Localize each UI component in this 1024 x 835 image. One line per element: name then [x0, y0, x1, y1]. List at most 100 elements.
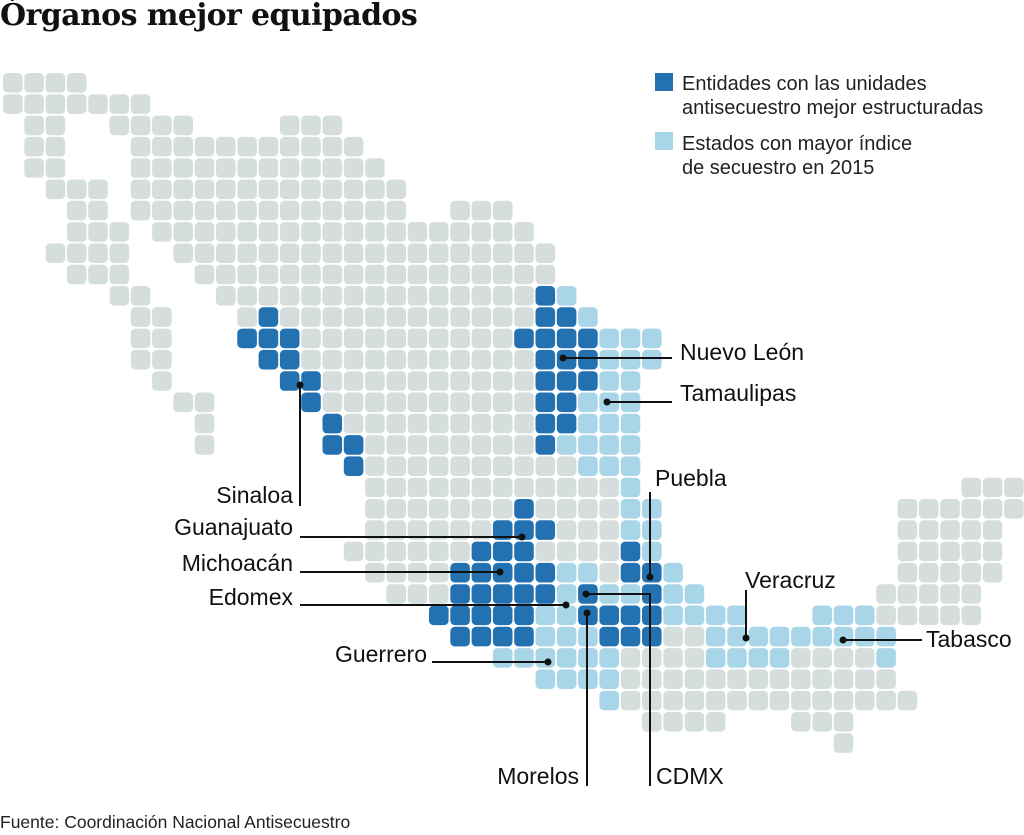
base-tile: [45, 115, 66, 136]
base-tile: [109, 243, 130, 263]
base-tile: [748, 669, 769, 689]
base-tile: [258, 264, 279, 285]
high-kidnapping-tile: [748, 648, 769, 668]
base-tile: [855, 669, 875, 689]
best-units-tile: [471, 626, 492, 647]
label-cdmx: CDMX: [656, 763, 724, 789]
base-tile: [450, 349, 470, 370]
high-kidnapping-tile: [620, 371, 641, 391]
best-units-tile: [642, 584, 662, 604]
high-kidnapping-tile: [599, 669, 619, 689]
base-tile: [279, 158, 300, 178]
dot-michoacan: [496, 568, 504, 576]
base-tile: [897, 499, 918, 519]
base-tile: [471, 307, 492, 327]
base-tile: [386, 200, 406, 221]
base-tile: [705, 669, 726, 689]
base-tile: [66, 73, 87, 93]
high-kidnapping-tile: [599, 648, 619, 668]
base-tile: [961, 541, 982, 562]
base-tile: [982, 520, 1003, 540]
base-tile: [365, 456, 385, 476]
base-tile: [642, 669, 662, 689]
base-tile: [322, 222, 343, 242]
base-tile: [961, 605, 982, 626]
base-tile: [194, 179, 215, 200]
base-tile: [429, 499, 449, 519]
base-tile: [599, 562, 619, 583]
high-kidnapping-tile: [876, 626, 896, 647]
base-tile: [322, 307, 343, 327]
base-tile: [365, 541, 385, 562]
base-tile: [450, 307, 470, 327]
base-tile: [194, 392, 215, 413]
base-tile: [343, 286, 364, 306]
label-sinaloa: Sinaloa: [216, 482, 293, 508]
base-tile: [24, 158, 44, 178]
base-tile: [833, 690, 854, 711]
base-tile: [365, 222, 385, 242]
base-tile: [450, 456, 470, 476]
base-tile: [748, 690, 769, 711]
dot-nuevo-leon: [559, 354, 567, 362]
high-kidnapping-tile: [556, 584, 577, 604]
best-units-tile: [471, 541, 492, 562]
best-units-tile: [578, 349, 598, 370]
base-tile: [578, 541, 598, 562]
base-tile: [471, 243, 492, 263]
base-tile: [365, 477, 385, 498]
source-note: Fuente: Coordinación Nacional Antisecues…: [0, 812, 350, 832]
base-tile: [407, 286, 428, 306]
base-tile: [429, 264, 449, 285]
base-tile: [407, 584, 428, 604]
best-units-tile: [642, 626, 662, 647]
best-units-tile: [258, 349, 279, 370]
base-tile: [130, 136, 151, 157]
high-kidnapping-tile: [599, 690, 619, 711]
base-tile: [322, 115, 343, 136]
base-tile: [535, 243, 556, 263]
base-tile: [173, 222, 193, 242]
base-tile: [471, 349, 492, 370]
high-kidnapping-tile: [855, 605, 875, 626]
base-tile: [130, 349, 151, 370]
base-tile: [705, 690, 726, 711]
base-tile: [279, 264, 300, 285]
high-kidnapping-tile: [578, 392, 598, 413]
base-tile: [301, 115, 321, 136]
base-tile: [194, 200, 215, 221]
base-tile: [322, 392, 343, 413]
base-tile: [386, 179, 406, 200]
best-units-tile: [429, 605, 449, 626]
base-tile: [258, 200, 279, 221]
base-tile: [897, 520, 918, 540]
base-tile: [45, 179, 66, 200]
base-tile: [216, 179, 236, 200]
best-units-tile: [535, 328, 556, 349]
label-nuevo-leon: Nuevo León: [680, 339, 804, 365]
best-units-tile: [471, 605, 492, 626]
high-kidnapping-tile: [599, 328, 619, 349]
best-units-tile: [450, 626, 470, 647]
base-tile: [429, 349, 449, 370]
base-tile: [407, 243, 428, 263]
base-tile: [492, 371, 513, 391]
best-units-tile: [599, 605, 619, 626]
base-tile: [45, 158, 66, 178]
base-tile: [322, 371, 343, 391]
base-tile: [492, 307, 513, 327]
base-tile: [386, 371, 406, 391]
base-tile: [429, 222, 449, 242]
high-kidnapping-tile: [642, 541, 662, 562]
base-tile: [727, 669, 747, 689]
high-kidnapping-tile: [620, 328, 641, 349]
base-tile: [66, 264, 87, 285]
base-tile: [514, 435, 534, 455]
base-tile: [450, 477, 470, 498]
base-tile: [322, 286, 343, 306]
base-tile: [301, 243, 321, 263]
base-tile: [556, 541, 577, 562]
high-kidnapping-tile: [663, 562, 683, 583]
best-units-tile: [535, 349, 556, 370]
base-tile: [24, 94, 44, 114]
